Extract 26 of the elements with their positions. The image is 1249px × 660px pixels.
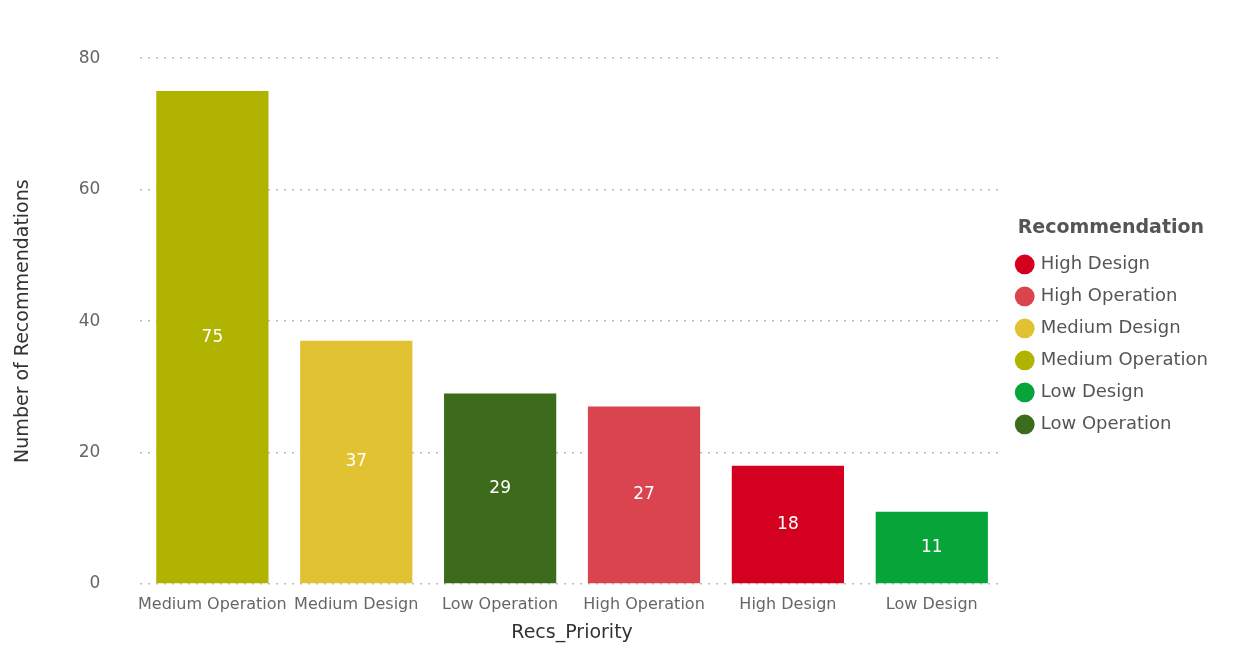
x-tick-label: Low Design xyxy=(885,593,978,613)
legend-title: Recommendation xyxy=(1017,215,1205,238)
y-tick-label: 60 xyxy=(78,178,101,199)
legend-label: High Design xyxy=(1040,252,1150,274)
x-tick-label: High Design xyxy=(739,593,837,613)
x-axis-title: Recs_Priority xyxy=(511,619,633,643)
legend-label: Low Design xyxy=(1040,380,1145,402)
y-axis-title: Number of Recommendations xyxy=(10,179,33,463)
x-tick-label: Medium Operation xyxy=(138,593,287,613)
y-tick-label: 40 xyxy=(78,309,101,330)
y-tick-label: 0 xyxy=(89,572,101,593)
data-label: 18 xyxy=(777,512,799,533)
data-label: 37 xyxy=(345,450,368,471)
x-tick-label: Low Operation xyxy=(442,593,559,613)
x-tick-label: Medium Design xyxy=(294,593,419,613)
legend-label: Medium Operation xyxy=(1040,348,1209,370)
data-label: 29 xyxy=(489,476,511,497)
data-label: 75 xyxy=(201,325,224,346)
legend-label: Low Operation xyxy=(1040,412,1172,434)
legend-label: Medium Design xyxy=(1040,316,1181,338)
legend-label: High Operation xyxy=(1040,284,1178,306)
y-tick-label: 80 xyxy=(78,46,101,67)
data-label: 11 xyxy=(920,535,943,556)
data-label: 27 xyxy=(633,483,655,504)
x-tick-label: High Operation xyxy=(583,593,705,613)
y-tick-label: 20 xyxy=(78,440,101,461)
